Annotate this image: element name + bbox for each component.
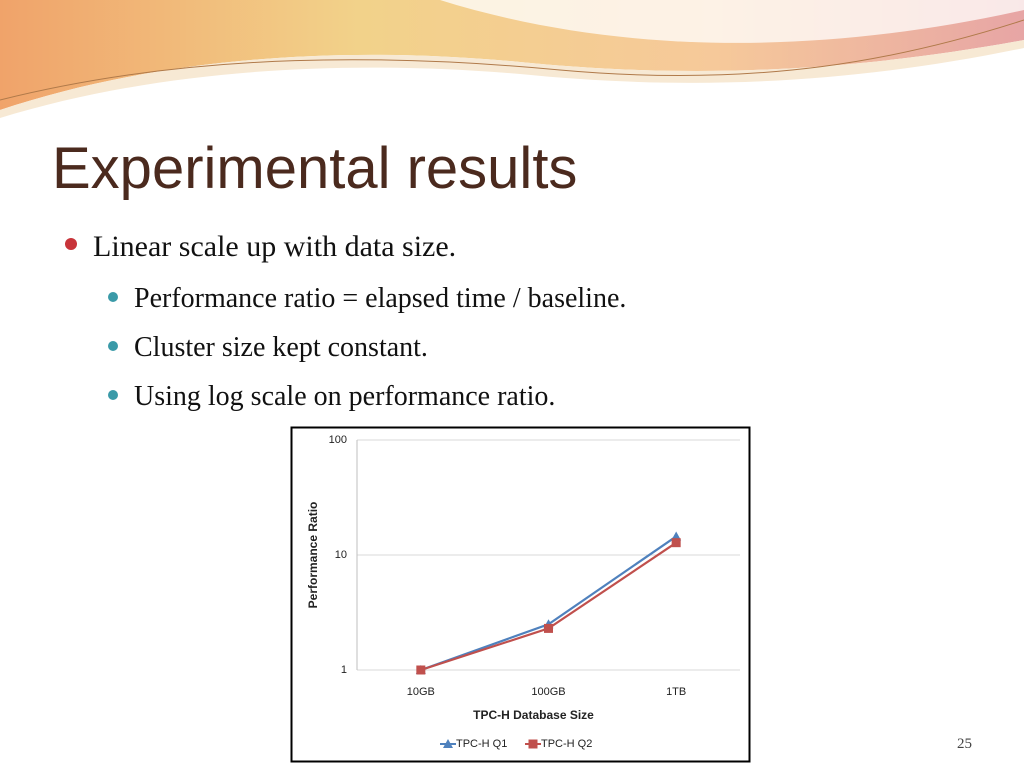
marker xyxy=(528,739,538,749)
bullet-dot xyxy=(65,238,77,250)
chart-frame xyxy=(290,426,751,763)
y-tick-label: 1 xyxy=(341,664,347,676)
legend-label: TPC-H Q2 xyxy=(541,738,592,750)
y-tick-label: 10 xyxy=(335,549,347,561)
y-axis-label: Performance Ratio xyxy=(306,502,320,609)
header-decoration xyxy=(0,0,1024,118)
x-tick-label: 1TB xyxy=(666,686,686,698)
slide-title: Experimental results xyxy=(52,136,577,201)
marker xyxy=(443,739,453,748)
y-tick-label: 100 xyxy=(329,434,347,446)
bullet: Linear scale up with data size. xyxy=(93,230,456,263)
sub-bullet-dot xyxy=(108,292,118,302)
legend-label: TPC-H Q1 xyxy=(456,738,507,750)
page-number: 25 xyxy=(957,736,972,752)
chart: 1 10 100 10GB 100GB 1TB TPC-H Database Size Per… xyxy=(306,434,740,750)
x-axis-label: TPC-H Database Size xyxy=(473,708,594,722)
sub-bullet-dot xyxy=(108,341,118,351)
sub-bullet: Performance ratio = elapsed time / basel… xyxy=(134,283,626,314)
sub-bullet: Using log scale on performance ratio. xyxy=(134,381,555,412)
sub-bullets: Performance ratio = elapsed time / basel… xyxy=(108,283,626,412)
marker xyxy=(544,623,553,633)
marker xyxy=(671,538,681,548)
x-tick-label: 10GB xyxy=(407,686,435,698)
sub-bullet: Cluster size kept constant. xyxy=(134,332,428,363)
x-tick-label: 100GB xyxy=(531,686,565,698)
marker xyxy=(416,665,426,675)
sub-bullet-dot xyxy=(108,390,118,400)
